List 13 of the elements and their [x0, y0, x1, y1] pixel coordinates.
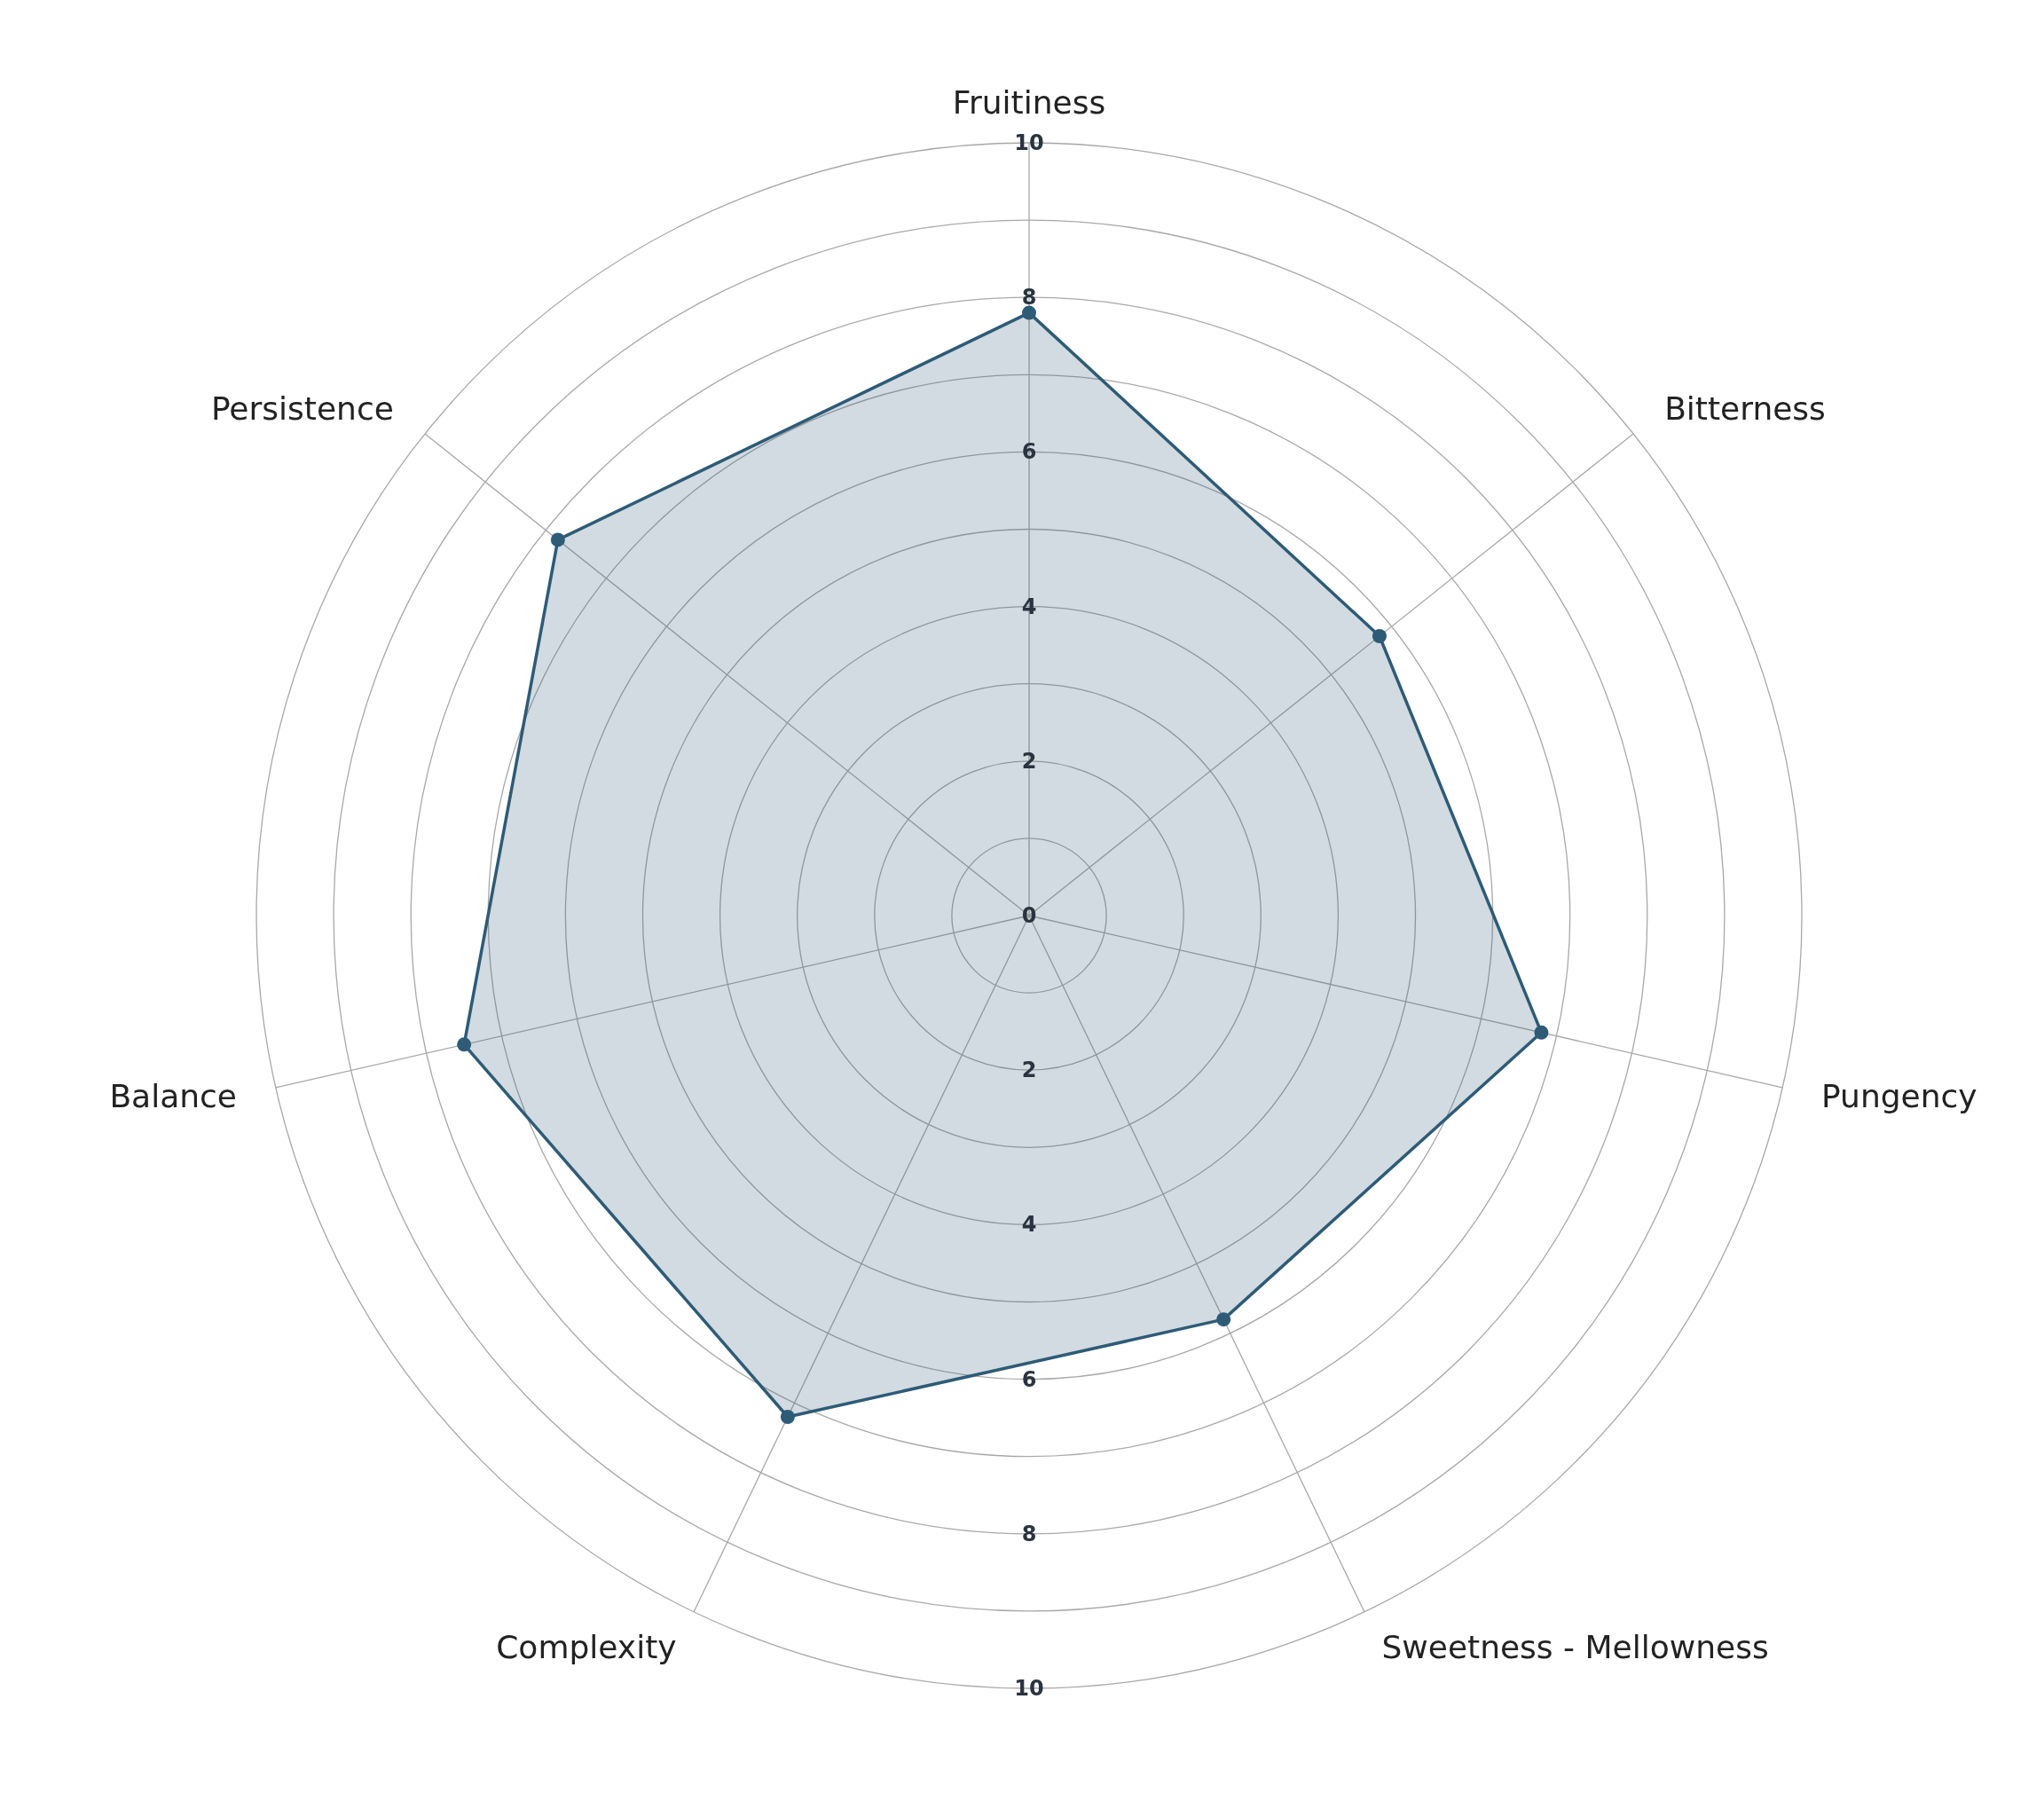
- spoke-label: Sweetness - Mellowness: [1381, 1629, 1769, 1666]
- spoke-label: Bitterness: [1664, 389, 1826, 427]
- y-tick-label: 10: [1014, 130, 1044, 155]
- spoke-label: Persistence: [210, 389, 394, 427]
- y-tick-label: 4: [1021, 594, 1037, 619]
- y-tick-label: 2: [1021, 748, 1037, 774]
- spoke-label: Balance: [109, 1077, 237, 1114]
- spoke-label: Complexity: [496, 1629, 677, 1666]
- y-tick-label: 8: [1021, 285, 1037, 311]
- spoke-label: Pungency: [1821, 1077, 1977, 1114]
- y-tick-label: 6: [1021, 439, 1037, 465]
- spoke-label: Fruitiness: [952, 84, 1106, 121]
- y-tick-label: 0: [1021, 903, 1037, 928]
